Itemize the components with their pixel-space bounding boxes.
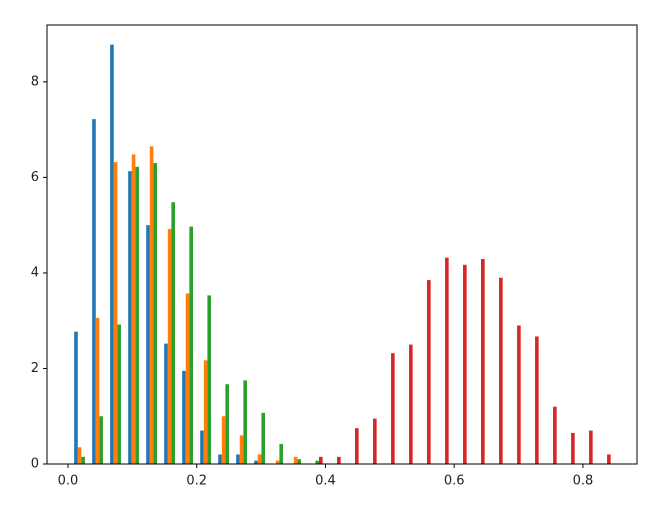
bar [481,259,485,464]
bar [337,456,341,464]
bar [117,324,121,464]
bar [110,44,114,464]
bar [225,384,229,464]
y-tick-label: 2 [31,361,39,376]
bar [275,460,280,464]
bar [293,456,298,464]
bar [182,370,186,464]
bar [113,162,118,464]
bar [239,435,244,464]
y-tick-label: 0 [31,457,39,472]
bar [236,454,240,464]
bar [149,146,154,465]
bar [257,454,262,464]
bar [171,202,175,464]
bar [373,418,377,464]
axes-frame [46,24,638,465]
bar [445,257,449,464]
y-tick-label: 6 [31,170,39,185]
bar [128,171,132,464]
bar [167,228,172,464]
x-tick-label: 0.0 [58,474,79,489]
y-tick-label: 4 [31,265,39,280]
bar [153,163,158,464]
bar [517,325,521,464]
bar [99,416,103,464]
bar [146,225,150,464]
bar [261,412,266,464]
bar [164,343,168,464]
bar [319,456,323,464]
bar [92,119,96,464]
bar [200,430,204,464]
bar [218,454,222,464]
bar [81,456,85,464]
bar [131,154,136,465]
bar [355,428,359,464]
plot-area [74,44,611,465]
bar [279,443,283,464]
bar [95,317,100,464]
bar [297,459,301,464]
x-tick-label: 0.2 [186,474,207,489]
bar [535,336,539,464]
bar [135,166,139,464]
bar [463,264,467,464]
x-tick-label: 0.8 [573,474,594,489]
bar [427,280,431,464]
y-tick-label: 8 [31,74,39,89]
bar [409,344,413,464]
bar [254,460,258,464]
bar [207,295,212,464]
bar [499,277,503,464]
bar [74,331,78,464]
bar [189,226,193,464]
bar [553,406,557,464]
bar [77,447,82,464]
bar [243,380,247,464]
bar [203,360,208,464]
bar [315,460,320,464]
bar [589,430,593,464]
bar [221,416,226,464]
x-tick-label: 0.6 [444,474,465,489]
bar [391,353,395,464]
bar [185,293,190,464]
bar [607,454,611,464]
bar [571,432,575,464]
x-tick-label: 0.4 [315,474,336,489]
